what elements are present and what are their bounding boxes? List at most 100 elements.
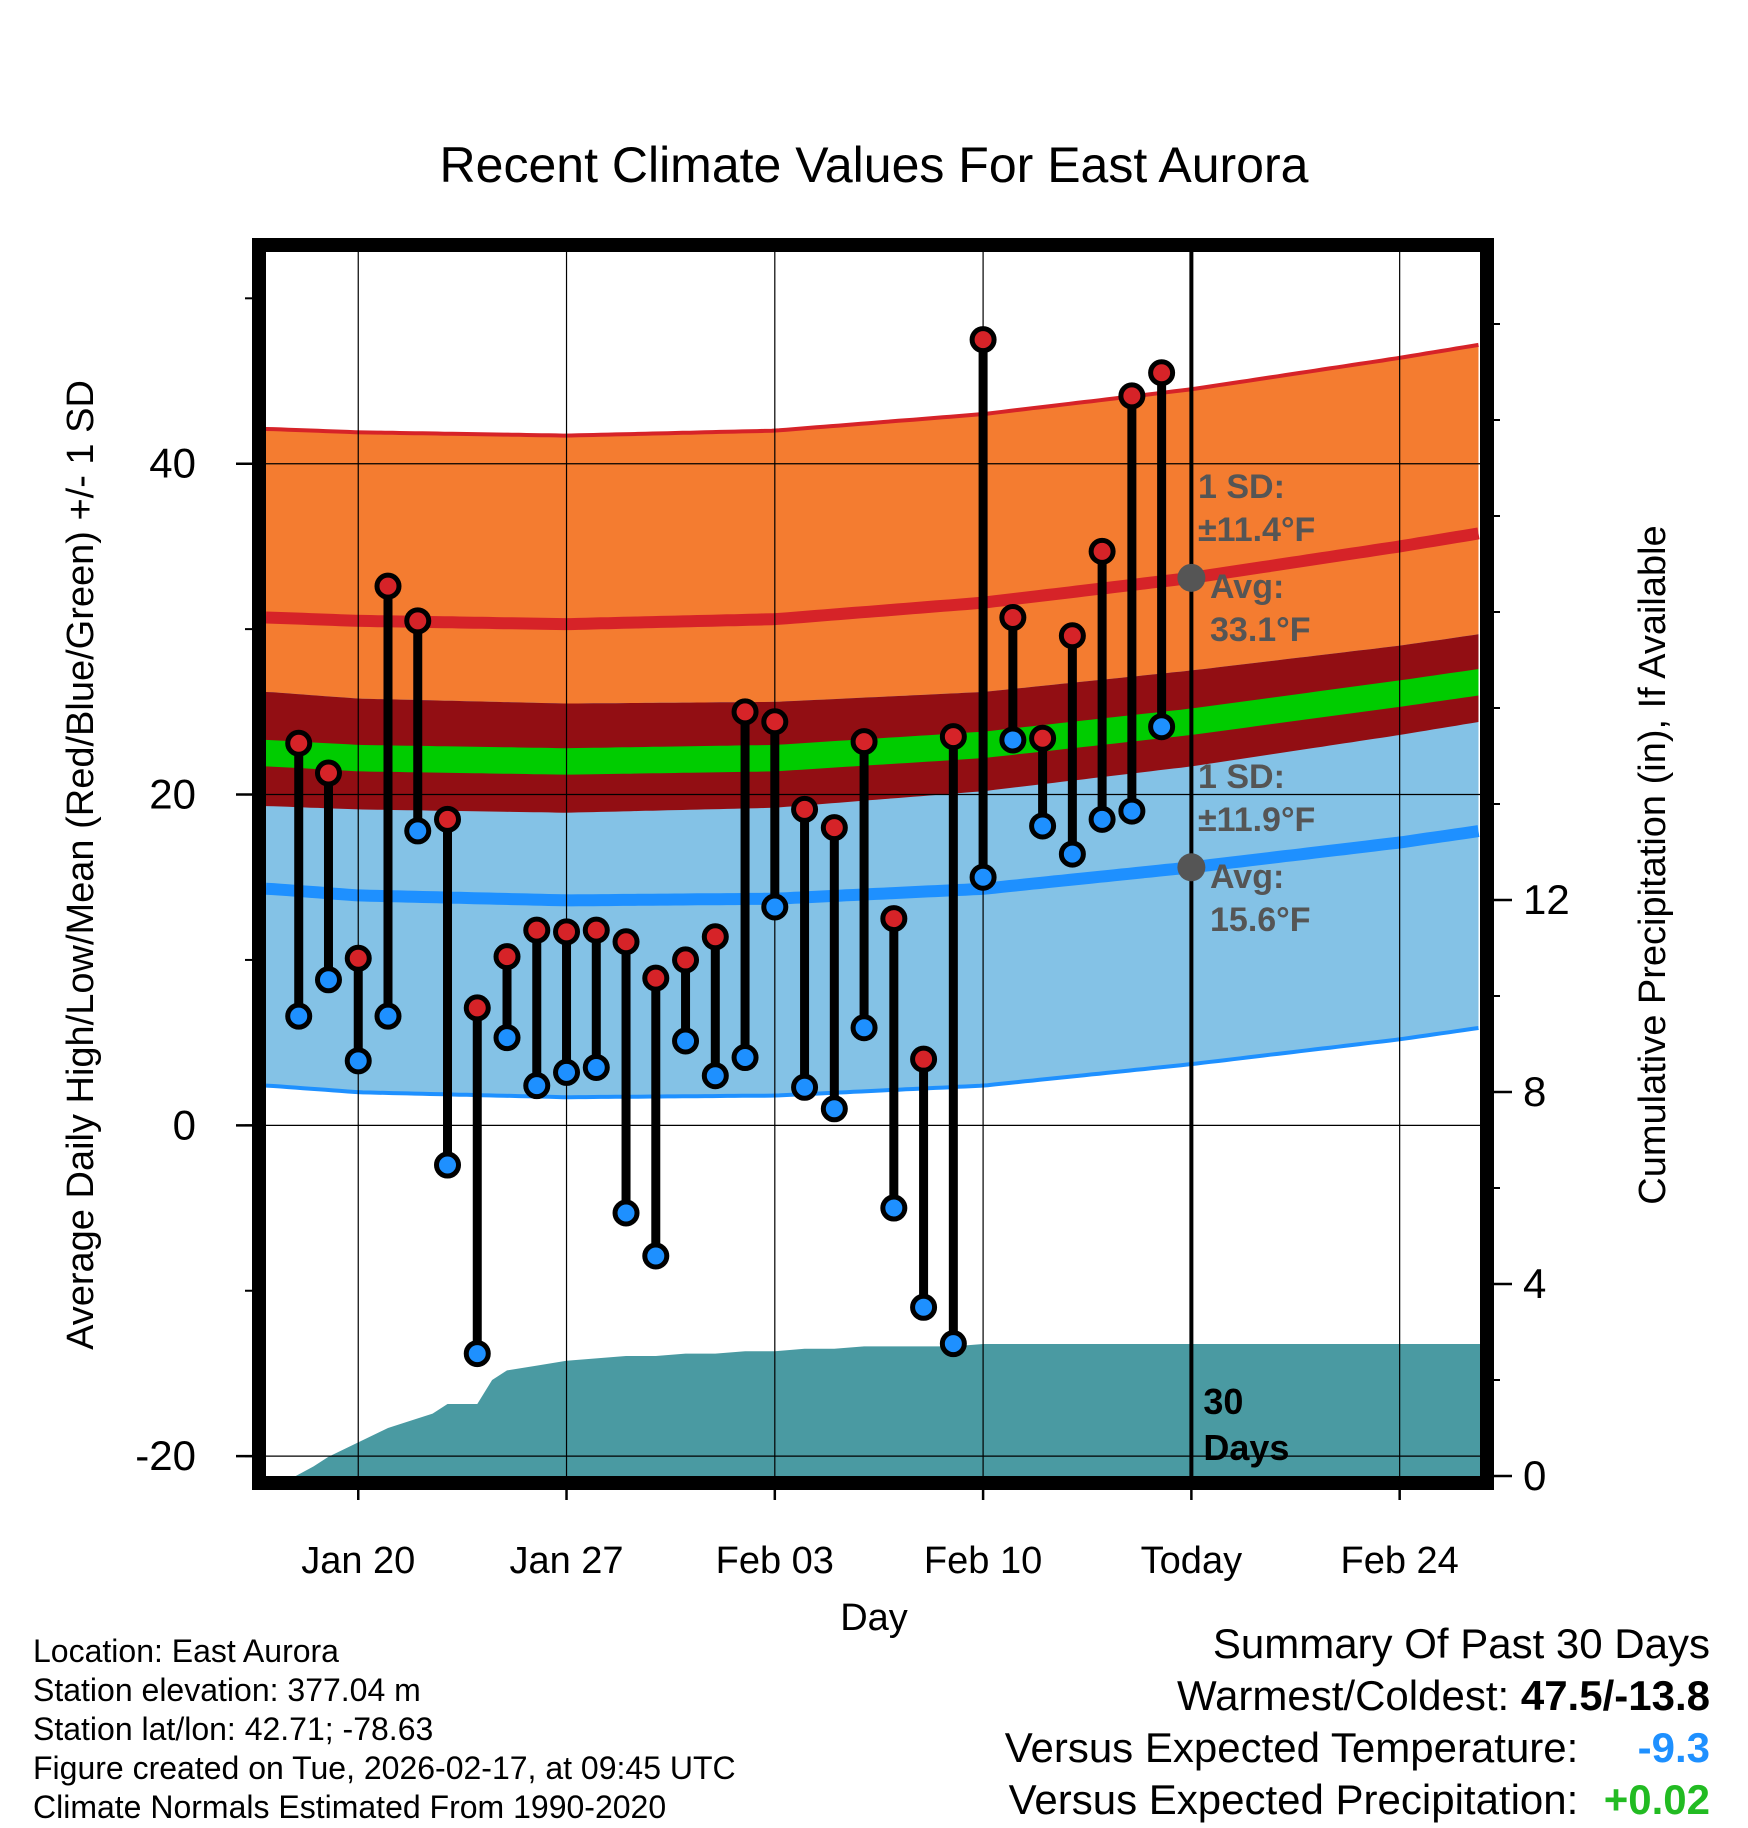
high-point (1148, 359, 1176, 387)
low-point (553, 1058, 581, 1086)
warm-cold-row: Warmest/Coldest: 47.5/-13.8 (1005, 1670, 1710, 1722)
low-point (612, 1199, 640, 1227)
low-point (880, 1194, 908, 1222)
plot-frame (252, 238, 1494, 1490)
low-point (1148, 713, 1176, 741)
daily-range-bars (294, 339, 1167, 1354)
temp-delta-row: Versus Expected Temperature: -9.3 (1005, 1722, 1710, 1774)
daily-points (285, 326, 1176, 1368)
mean-line (266, 669, 1479, 775)
high-point (612, 928, 640, 956)
high-sd-value: ±11.4°F (1198, 511, 1315, 549)
low-point (404, 817, 432, 845)
x-axis-ticks: Jan 20 Jan 27 Feb 03 Feb 10 Today Feb 24 (301, 1483, 1459, 1582)
low-point (493, 1024, 521, 1052)
low-lower-sd-line (266, 1026, 1479, 1100)
x-tick-label: Feb 10 (924, 1540, 1042, 1582)
location-text: Location: East Aurora (33, 1633, 339, 1669)
high-annotation: 1 SD: ±11.4°F Avg: 33.1°F (1198, 468, 1315, 649)
high-point (344, 944, 372, 972)
low-avg-value: 15.6°F (1210, 901, 1311, 939)
y-tick-label: -20 (135, 1432, 196, 1479)
y2-tick-label: 4 (1523, 1260, 1546, 1307)
low-point (672, 1027, 700, 1055)
normal-high-line (266, 527, 1480, 631)
high-point (314, 759, 342, 787)
high-point (1029, 724, 1057, 752)
precipitation-area (295, 1344, 1480, 1476)
low-point (791, 1073, 819, 1101)
low-point (731, 1044, 759, 1072)
x-tick-label: Feb 24 (1341, 1540, 1459, 1582)
high-avg-marker (1177, 563, 1206, 592)
low-point (999, 726, 1027, 754)
precip-delta-row: Versus Expected Precipitation: +0.02 (1005, 1774, 1710, 1826)
high-point (999, 604, 1027, 632)
summary-title: Summary Of Past 30 Days (1212, 1620, 1710, 1667)
low-point (969, 863, 997, 891)
high-point (463, 994, 491, 1022)
low-sd-label: 1 SD: (1198, 758, 1285, 796)
chart-title: Recent Climate Values For East Aurora (440, 137, 1309, 193)
low-point (314, 966, 342, 994)
high-point (672, 946, 700, 974)
summary-panel: Summary Of Past 30 Days Warmest/Coldest:… (1005, 1618, 1710, 1826)
high-point (582, 916, 610, 944)
high-point (434, 805, 462, 833)
y-axis-ticks: -20 0 20 40 (135, 297, 259, 1479)
low-point (1118, 797, 1146, 825)
y-tick-label: 0 (173, 1101, 196, 1148)
high-point (1058, 622, 1086, 650)
high-point (642, 964, 670, 992)
high-point (761, 708, 789, 736)
high-point (791, 795, 819, 823)
precip-delta-label: Versus Expected Precipitation: (1008, 1776, 1579, 1823)
high-point (1088, 537, 1116, 565)
low-point (701, 1062, 729, 1090)
low-point (820, 1095, 848, 1123)
low-avg-label: Avg: (1210, 858, 1284, 896)
low-avg-marker (1177, 853, 1206, 882)
high-point (701, 923, 729, 951)
low-point (285, 1002, 313, 1030)
normal-low-line (266, 825, 1480, 907)
low-annotation: 1 SD: ±11.9°F Avg: 15.6°F (1198, 758, 1315, 939)
low-point (939, 1330, 967, 1358)
normals-text: Climate Normals Estimated From 1990-2020 (33, 1789, 667, 1825)
low-point (1029, 812, 1057, 840)
plot-area (266, 252, 1480, 1476)
high-point (374, 572, 402, 600)
warm-cold-value: 47.5/-13.8 (1520, 1672, 1710, 1719)
low-point (344, 1047, 372, 1075)
y2-tick-label: 0 (1523, 1452, 1546, 1499)
x-tick-label: Feb 03 (716, 1540, 834, 1582)
high-avg-label: Avg: (1210, 568, 1284, 606)
high-point (404, 607, 432, 635)
high-point (880, 905, 908, 933)
high-point (1118, 382, 1146, 410)
temp-delta-value: -9.3 (1637, 1724, 1710, 1771)
low-point (910, 1293, 938, 1321)
x-axis-label: Day (840, 1597, 908, 1639)
low-point (761, 893, 789, 921)
elevation-text: Station elevation: 377.04 m (33, 1672, 421, 1708)
temp-delta-label: Versus Expected Temperature: (1004, 1724, 1579, 1771)
y2-tick-label: 12 (1523, 876, 1570, 923)
y-axis-label: Average Daily High/Low/Mean (Red/Blue/Gr… (60, 380, 102, 1350)
high-point (553, 918, 581, 946)
y2-axis-ticks: 0 4 8 12 (1487, 323, 1570, 1499)
low-point (463, 1340, 491, 1368)
precip-delta-value: +0.02 (1603, 1776, 1710, 1823)
high-point (969, 326, 997, 354)
created-text: Figure created on Tue, 2026-02-17, at 09… (33, 1750, 736, 1786)
low-point (1088, 805, 1116, 833)
latlon-text: Station lat/lon: 42.71; -78.63 (33, 1711, 434, 1747)
low-point (582, 1053, 610, 1081)
low-point (1058, 840, 1086, 868)
high-point (731, 698, 759, 726)
high-point (910, 1045, 938, 1073)
station-info: Location: East Aurora Station elevation:… (33, 1632, 736, 1827)
low-point (523, 1072, 551, 1100)
low-point (374, 1002, 402, 1030)
y2-axis-label: Cumulative Precipitation (in), If Availa… (1632, 525, 1674, 1204)
